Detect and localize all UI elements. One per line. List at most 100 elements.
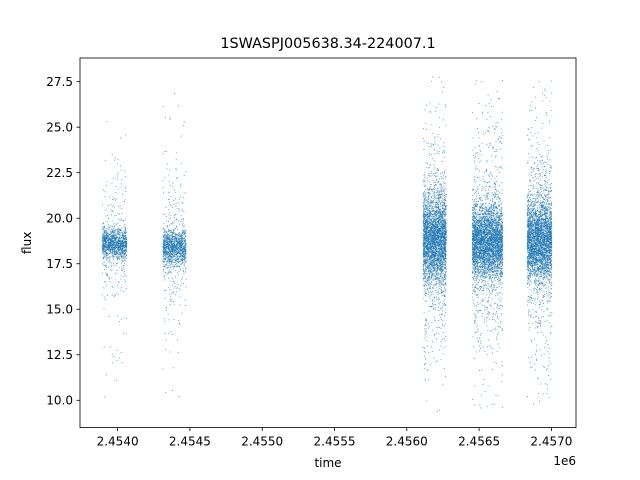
data-point (174, 254, 176, 256)
data-point (108, 315, 110, 317)
data-point (122, 241, 124, 243)
data-point (124, 245, 126, 247)
data-point (432, 220, 434, 222)
data-point (169, 304, 171, 305)
data-point (438, 195, 439, 197)
data-point (179, 296, 181, 298)
data-point (183, 242, 185, 244)
data-point (182, 250, 184, 252)
data-point (163, 255, 164, 257)
data-point (110, 204, 112, 206)
data-point (111, 240, 113, 242)
data-point (169, 239, 171, 241)
data-point (110, 240, 112, 242)
data-point (176, 218, 178, 220)
data-point (429, 165, 431, 167)
data-point (167, 332, 169, 334)
data-point (125, 229, 127, 231)
data-point (174, 237, 176, 239)
data-point (167, 234, 169, 236)
data-point (184, 234, 186, 235)
data-point (112, 362, 114, 364)
data-point (112, 231, 114, 233)
data-point (431, 207, 433, 209)
data-point (183, 233, 185, 235)
data-point (179, 247, 181, 249)
data-point (439, 225, 441, 227)
data-point (118, 213, 120, 215)
data-point (104, 225, 106, 227)
data-point (163, 227, 164, 229)
data-point (166, 257, 168, 259)
data-point (168, 245, 170, 247)
data-point (114, 239, 116, 241)
data-point (168, 238, 170, 240)
data-point (169, 245, 171, 247)
data-point (181, 247, 183, 249)
data-point (112, 231, 114, 233)
data-point (102, 231, 104, 233)
data-point (106, 121, 108, 123)
data-point (103, 253, 105, 255)
data-point (124, 250, 126, 251)
data-point (169, 249, 171, 251)
data-point (108, 234, 110, 236)
data-point (121, 249, 123, 251)
data-point (101, 228, 103, 230)
data-point (106, 185, 108, 187)
data-point (427, 224, 428, 226)
data-point (108, 241, 110, 243)
data-point (436, 215, 437, 217)
data-point (171, 254, 173, 255)
data-point (172, 265, 174, 267)
data-point (120, 239, 121, 241)
data-point (429, 207, 431, 209)
data-point (116, 246, 118, 248)
data-point (172, 259, 174, 261)
data-point (429, 187, 431, 189)
data-point (121, 362, 123, 364)
data-point (169, 298, 171, 300)
data-point (181, 224, 183, 226)
data-point (164, 297, 166, 299)
data-point (170, 241, 172, 243)
data-point (112, 204, 114, 206)
data-point (115, 250, 117, 252)
data-point (423, 212, 425, 214)
data-point (175, 249, 176, 251)
data-point (182, 248, 184, 250)
data-point (163, 242, 165, 244)
data-point (437, 200, 439, 202)
data-point (439, 261, 441, 263)
data-point (183, 226, 185, 228)
data-point (103, 236, 105, 238)
data-point (113, 247, 115, 249)
data-point (112, 247, 114, 248)
data-point (172, 367, 174, 369)
data-point (123, 242, 125, 244)
data-point (111, 237, 113, 239)
data-point (103, 243, 105, 245)
data-point (108, 239, 110, 241)
data-point (106, 248, 108, 250)
data-point (178, 265, 180, 267)
data-point (121, 235, 123, 237)
data-point (172, 237, 174, 239)
data-point (173, 259, 175, 261)
data-point (182, 219, 184, 220)
data-point (437, 275, 439, 276)
data-point (438, 268, 440, 269)
data-point (180, 258, 182, 259)
data-point (180, 135, 182, 137)
data-point (171, 285, 173, 287)
data-point (432, 216, 434, 218)
data-point (170, 256, 172, 258)
data-point (121, 232, 123, 234)
data-point (176, 247, 178, 249)
data-point (442, 252, 444, 253)
data-point (114, 240, 116, 242)
data-point (171, 231, 173, 233)
data-point (429, 251, 431, 252)
data-point (123, 224, 125, 225)
data-point (169, 236, 171, 238)
